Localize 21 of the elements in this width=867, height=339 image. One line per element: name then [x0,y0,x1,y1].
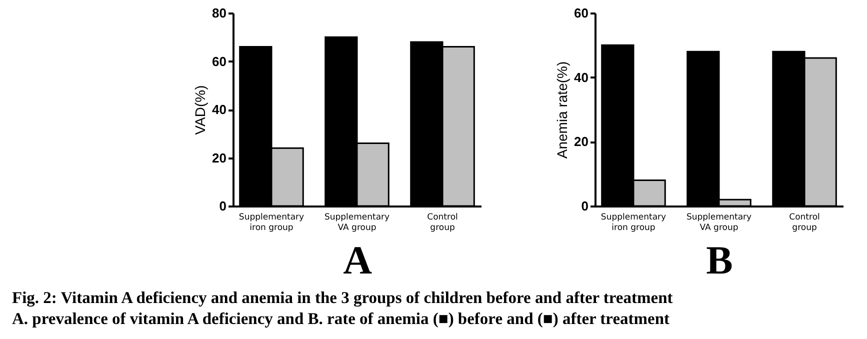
caption: Fig. 2: Vitamin A deficiency and anemia in the 3 groups of children before and after treatment [12,287,673,308]
y-axis-title: Anemia rate(%) [554,61,570,159]
x-tick-label: Supplementary iron group [238,212,304,233]
y-tick-label: 40 [212,102,226,117]
y-tick-label: 40 [574,70,588,85]
text: A. prevalence of vitamin A deficiency and B. rate of anemia (■) before and (■) after treatment [12,308,671,329]
x-axis-title: A [343,238,372,282]
y-tick-label: 20 [574,134,588,150]
y-tick-label: 0 [581,198,588,214]
x-tick-label: Supplementary iron group [600,212,666,233]
x-tick-label: Control group [427,212,458,233]
x-tick-label: Control group [789,212,820,233]
x-axis-title: B [706,238,733,282]
y-tick-label: 0 [219,198,226,214]
x-tick-label: Supplementary VA group [686,212,752,233]
x-tick-label: Supplementary VA group [324,212,390,233]
y-tick-label: 80 [212,6,226,20]
y-tick-label: 20 [212,150,226,166]
y-axis-title: VAD(%) [192,85,208,135]
y-tick-label: 60 [212,54,226,69]
y-tick-label: 60 [574,6,588,20]
